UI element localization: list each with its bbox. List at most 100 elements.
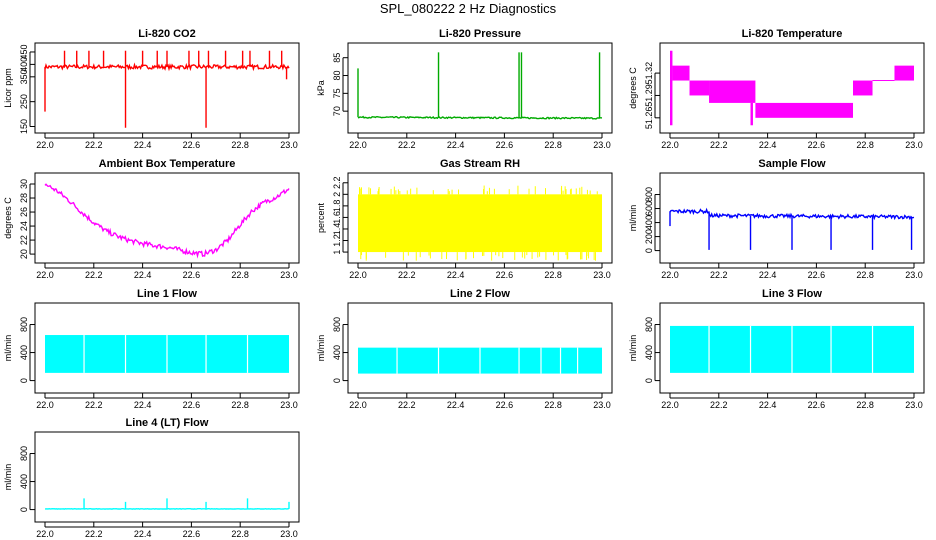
panel-title: Sample Flow (758, 158, 826, 170)
plot-frame (34, 302, 300, 394)
x-tick-label: 22.4 (447, 140, 465, 150)
y-tick-label: 450 (19, 44, 29, 59)
y-tick-label: 800 (644, 187, 654, 202)
panel-1: Li-820 CO2 22.0 22.2 22.4 22.6 22.8 23.0 150 250… (3, 28, 300, 150)
x-tick-label: 22.0 (36, 270, 54, 280)
y-axis-label: ml/min (316, 335, 326, 362)
y-axis-label: ml/min (3, 335, 13, 362)
panel-title: Line 3 Flow (762, 288, 822, 300)
y-tick-label: 1 (332, 250, 342, 255)
plot-frame (659, 42, 925, 134)
data-series-1 (357, 115, 603, 120)
y-tick-label: 800 (332, 317, 342, 332)
panel-4: Ambient Box Temperature 22.0 22.2 22.4 22.6 2… (3, 158, 300, 280)
y-tick-label: 600 (644, 201, 654, 216)
y-tick-label: 0 (332, 378, 342, 383)
y-tick-label: 250 (19, 94, 29, 109)
x-tick-label: 22.0 (36, 140, 54, 150)
panel-9: Line 3 Flow 22.0 22.2 22.4 22.6 22.8 23.0 0 400 8… (628, 288, 925, 410)
x-tick-label: 22.6 (496, 140, 514, 150)
panel-title: Line 2 Flow (450, 288, 510, 300)
x-tick-label: 23.0 (593, 140, 611, 150)
y-tick-label: 0 (19, 507, 29, 512)
x-tick-label: 22.4 (134, 270, 152, 280)
y-tick-label: 2.2 (332, 177, 342, 190)
y-tick-label: 20 (19, 249, 29, 259)
y-axis-label: kPa (316, 80, 326, 96)
x-tick-label: 22.8 (544, 140, 562, 150)
x-tick-label: 22.4 (759, 400, 777, 410)
panel-title: Li-820 Pressure (439, 28, 521, 40)
panel-7: Line 1 Flow 22.0 22.2 22.4 22.6 22.8 23.0 0 400 8… (3, 288, 300, 410)
data-band-1 (358, 194, 602, 253)
panel-10: Line 4 (LT) Flow 22.0 22.2 22.4 22.6 22.8 23.0… (3, 417, 300, 539)
plot-data (669, 207, 915, 250)
y-tick-label: 2 (332, 192, 342, 197)
x-tick-label: 22.0 (661, 270, 679, 280)
plot-frame (347, 172, 613, 264)
plot-frame (347, 42, 613, 134)
y-tick-label: 150 (19, 119, 29, 134)
y-tick-label: 1.4 (332, 223, 342, 236)
y-axis-label: ml/min (628, 205, 638, 232)
x-tick-label: 22.2 (85, 529, 103, 539)
x-tick-label: 22.6 (808, 140, 826, 150)
plot-frame (659, 302, 925, 394)
x-tick-label: 22.2 (710, 140, 728, 150)
data-band-4 (709, 80, 756, 103)
x-tick-label: 22.0 (36, 400, 54, 410)
x-tick-label: 22.4 (447, 400, 465, 410)
x-tick-label: 22.8 (856, 140, 874, 150)
x-tick-label: 22.6 (183, 400, 201, 410)
x-tick-label: 23.0 (905, 140, 923, 150)
y-axis-label: Licor ppm (3, 68, 13, 108)
plot-data (45, 335, 289, 373)
x-tick-label: 22.0 (349, 140, 367, 150)
x-tick-label: 22.2 (398, 140, 416, 150)
y-tick-label: 800 (19, 446, 29, 461)
y-tick-label: 400 (19, 345, 29, 360)
data-series-1 (44, 183, 290, 259)
panel-title: Gas Stream RH (440, 158, 520, 170)
y-tick-label: 22 (19, 235, 29, 245)
x-tick-label: 22.4 (134, 140, 152, 150)
plot-data (44, 183, 290, 259)
data-band-6 (755, 102, 853, 118)
y-tick-label: 80 (332, 71, 342, 81)
x-tick-label: 23.0 (905, 270, 923, 280)
x-tick-label: 22.6 (496, 270, 514, 280)
y-axis-label: degrees C (3, 197, 13, 239)
x-tick-label: 22.8 (856, 400, 874, 410)
x-tick-label: 23.0 (593, 270, 611, 280)
x-tick-label: 22.0 (661, 400, 679, 410)
x-tick-label: 22.2 (710, 400, 728, 410)
data-band-1 (670, 50, 673, 126)
data-band-2 (672, 65, 690, 81)
x-tick-label: 22.8 (856, 270, 874, 280)
y-axis-label: degrees C (628, 67, 638, 109)
x-tick-label: 22.2 (85, 140, 103, 150)
panel-title: Li-820 Temperature (742, 28, 843, 40)
x-tick-label: 22.2 (85, 400, 103, 410)
plot-frame (34, 431, 300, 523)
x-tick-label: 22.8 (231, 400, 249, 410)
x-tick-label: 22.4 (759, 140, 777, 150)
plot-data (670, 325, 914, 373)
data-band-3 (689, 80, 710, 96)
y-tick-label: 400 (19, 57, 29, 72)
x-tick-label: 22.6 (808, 400, 826, 410)
y-tick-label: 400 (332, 345, 342, 360)
x-tick-label: 22.8 (231, 270, 249, 280)
plot-frame (34, 42, 300, 134)
y-tick-label: 0 (644, 248, 654, 253)
x-tick-label: 22.2 (398, 400, 416, 410)
y-tick-label: 1.6 (332, 211, 342, 224)
y-tick-label: 1.8 (332, 200, 342, 213)
y-axis-label: ml/min (628, 335, 638, 362)
y-tick-label: 800 (644, 317, 654, 332)
x-tick-label: 22.4 (134, 400, 152, 410)
panel-title: Line 4 (LT) Flow (126, 417, 209, 429)
figure-title: SPL_080222 2 Hz Diagnostics (380, 1, 557, 16)
x-tick-label: 22.8 (544, 400, 562, 410)
